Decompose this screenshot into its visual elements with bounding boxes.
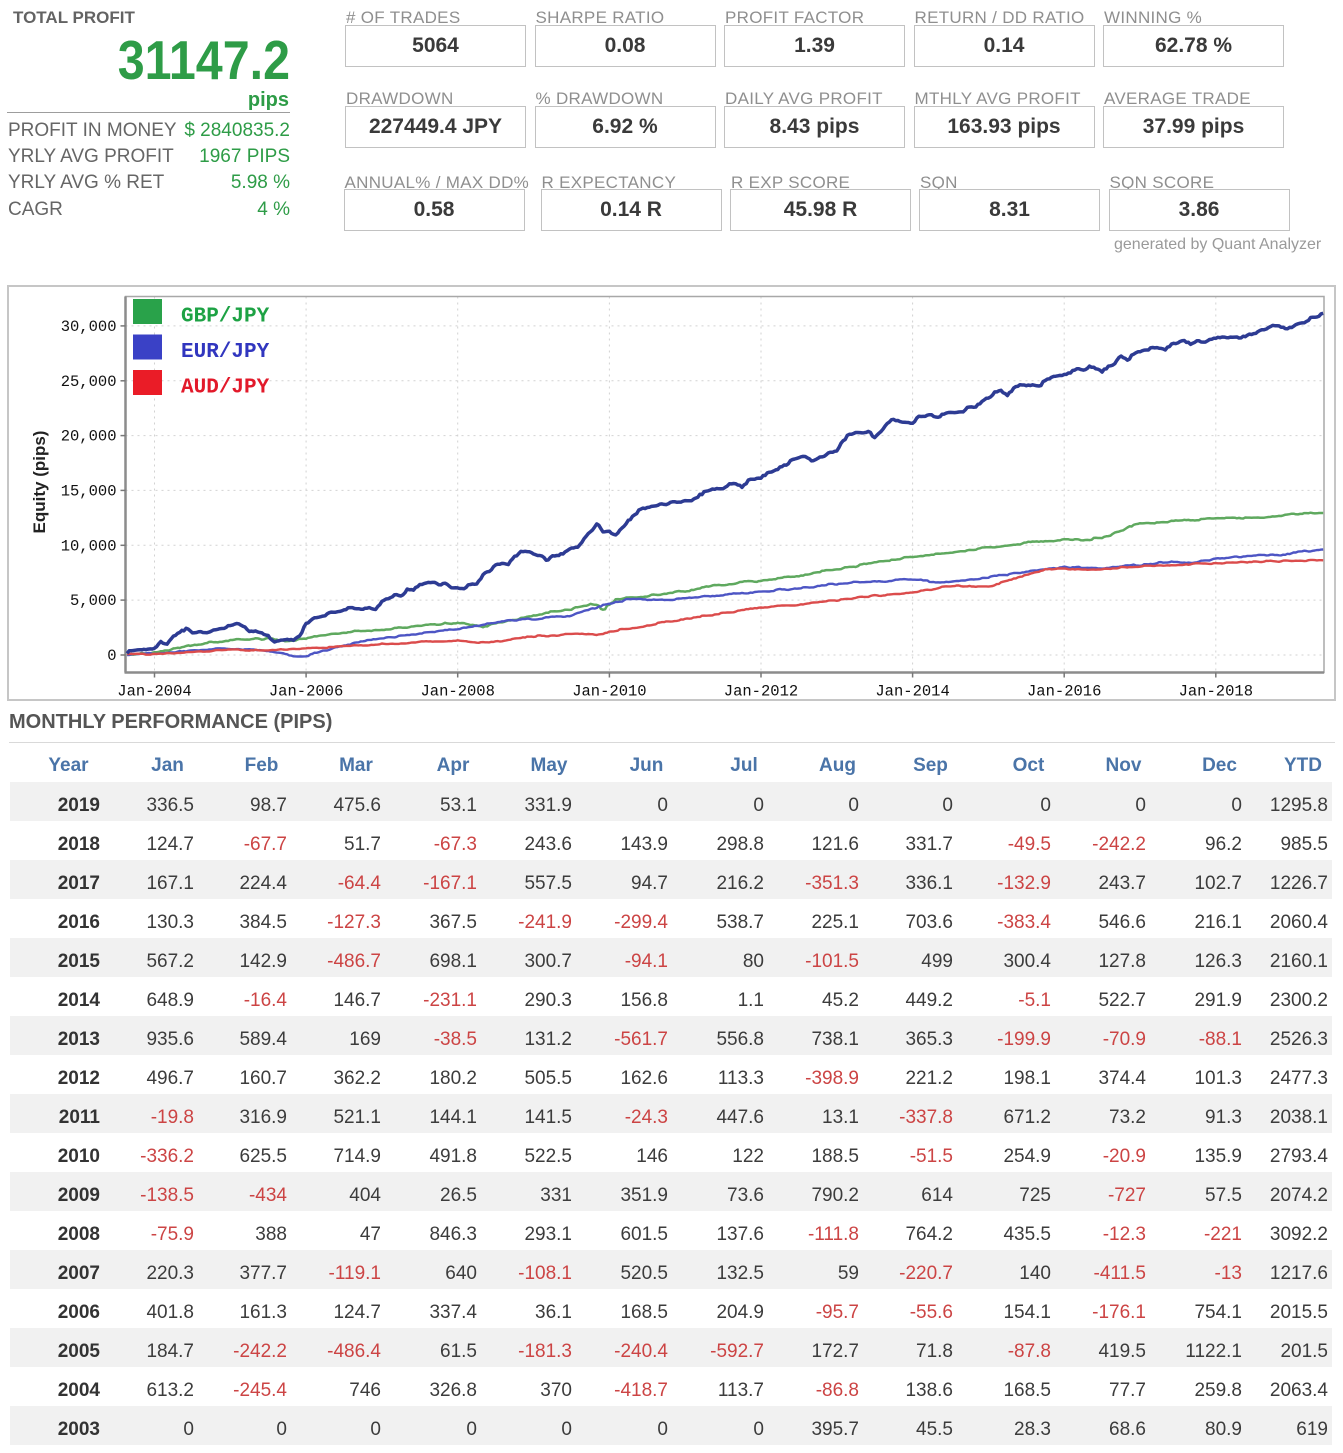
svg-text:Jan-2016: Jan-2016 (1027, 683, 1101, 698)
svg-text:5,000: 5,000 (70, 592, 117, 610)
svg-text:15,000: 15,000 (61, 482, 117, 500)
svg-text:10,000: 10,000 (61, 537, 117, 555)
svg-text:EUR/JPY: EUR/JPY (181, 341, 270, 364)
svg-text:Jan-2010: Jan-2010 (572, 683, 646, 698)
svg-text:0: 0 (107, 647, 116, 665)
svg-text:Jan-2018: Jan-2018 (1179, 683, 1253, 698)
svg-text:Jan-2014: Jan-2014 (875, 683, 949, 698)
svg-text:Equity (pips): Equity (pips) (30, 431, 49, 534)
svg-text:30,000: 30,000 (61, 318, 117, 336)
svg-text:20,000: 20,000 (61, 428, 117, 446)
svg-text:GBP/JPY: GBP/JPY (181, 306, 270, 329)
svg-text:Jan-2004: Jan-2004 (117, 683, 191, 698)
svg-text:Jan-2006: Jan-2006 (269, 683, 343, 698)
svg-text:25,000: 25,000 (61, 373, 117, 391)
svg-text:AUD/JPY: AUD/JPY (181, 377, 270, 400)
svg-text:Jan-2012: Jan-2012 (724, 683, 798, 698)
svg-text:Jan-2008: Jan-2008 (420, 683, 494, 698)
